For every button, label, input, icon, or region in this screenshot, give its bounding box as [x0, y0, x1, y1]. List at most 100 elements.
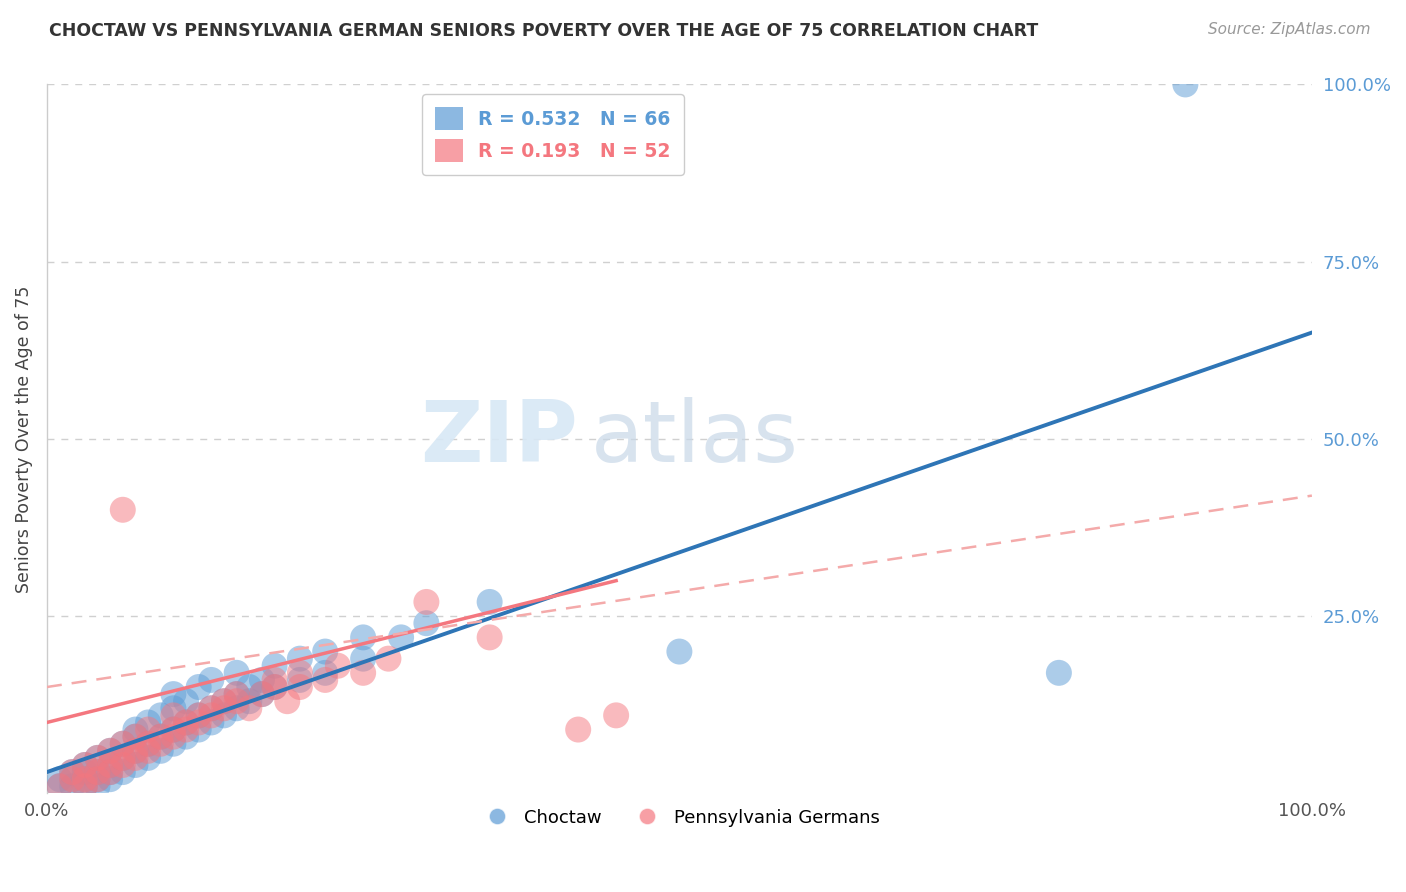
- Point: [187, 723, 209, 737]
- Point: [86, 772, 108, 787]
- Point: [48, 779, 70, 793]
- Point: [162, 737, 184, 751]
- Point: [668, 644, 690, 658]
- Point: [98, 765, 121, 780]
- Point: [60, 765, 83, 780]
- Point: [98, 744, 121, 758]
- Point: [162, 687, 184, 701]
- Point: [149, 737, 172, 751]
- Point: [98, 744, 121, 758]
- Point: [238, 694, 260, 708]
- Point: [389, 631, 412, 645]
- Point: [352, 651, 374, 665]
- Point: [111, 737, 134, 751]
- Point: [111, 751, 134, 765]
- Point: [149, 744, 172, 758]
- Point: [73, 758, 96, 772]
- Point: [225, 701, 247, 715]
- Point: [225, 694, 247, 708]
- Point: [605, 708, 627, 723]
- Point: [60, 772, 83, 787]
- Point: [111, 758, 134, 772]
- Text: CHOCTAW VS PENNSYLVANIA GERMAN SENIORS POVERTY OVER THE AGE OF 75 CORRELATION CH: CHOCTAW VS PENNSYLVANIA GERMAN SENIORS P…: [49, 22, 1039, 40]
- Point: [86, 765, 108, 780]
- Point: [263, 680, 285, 694]
- Point: [263, 658, 285, 673]
- Point: [187, 708, 209, 723]
- Point: [200, 708, 222, 723]
- Point: [86, 751, 108, 765]
- Point: [263, 673, 285, 687]
- Point: [326, 658, 349, 673]
- Point: [314, 665, 336, 680]
- Point: [162, 730, 184, 744]
- Point: [288, 673, 311, 687]
- Point: [48, 772, 70, 787]
- Point: [288, 651, 311, 665]
- Text: Source: ZipAtlas.com: Source: ZipAtlas.com: [1208, 22, 1371, 37]
- Point: [200, 715, 222, 730]
- Point: [73, 779, 96, 793]
- Point: [250, 673, 273, 687]
- Point: [187, 680, 209, 694]
- Point: [48, 779, 70, 793]
- Point: [478, 595, 501, 609]
- Point: [212, 694, 235, 708]
- Legend: Choctaw, Pennsylvania Germans: Choctaw, Pennsylvania Germans: [472, 802, 887, 834]
- Point: [136, 737, 159, 751]
- Point: [212, 694, 235, 708]
- Point: [162, 701, 184, 715]
- Point: [149, 730, 172, 744]
- Point: [352, 665, 374, 680]
- Point: [136, 751, 159, 765]
- Point: [136, 723, 159, 737]
- Point: [111, 503, 134, 517]
- Point: [162, 723, 184, 737]
- Point: [314, 673, 336, 687]
- Point: [60, 765, 83, 780]
- Point: [136, 715, 159, 730]
- Point: [1174, 78, 1197, 92]
- Point: [98, 772, 121, 787]
- Point: [288, 680, 311, 694]
- Y-axis label: Seniors Poverty Over the Age of 75: Seniors Poverty Over the Age of 75: [15, 285, 32, 592]
- Point: [86, 765, 108, 780]
- Point: [162, 723, 184, 737]
- Point: [98, 758, 121, 772]
- Point: [111, 737, 134, 751]
- Point: [111, 765, 134, 780]
- Point: [174, 715, 197, 730]
- Point: [200, 701, 222, 715]
- Point: [212, 701, 235, 715]
- Point: [149, 730, 172, 744]
- Point: [73, 765, 96, 780]
- Point: [250, 687, 273, 701]
- Point: [86, 779, 108, 793]
- Point: [174, 723, 197, 737]
- Point: [124, 744, 146, 758]
- Point: [174, 715, 197, 730]
- Point: [86, 751, 108, 765]
- Text: ZIP: ZIP: [420, 398, 578, 481]
- Point: [212, 708, 235, 723]
- Point: [377, 651, 399, 665]
- Point: [478, 631, 501, 645]
- Point: [263, 680, 285, 694]
- Point: [136, 737, 159, 751]
- Point: [174, 730, 197, 744]
- Point: [98, 758, 121, 772]
- Point: [200, 673, 222, 687]
- Point: [238, 701, 260, 715]
- Point: [314, 644, 336, 658]
- Point: [124, 751, 146, 765]
- Point: [415, 595, 437, 609]
- Point: [352, 631, 374, 645]
- Point: [73, 758, 96, 772]
- Point: [567, 723, 589, 737]
- Point: [200, 701, 222, 715]
- Point: [124, 723, 146, 737]
- Point: [187, 715, 209, 730]
- Point: [124, 744, 146, 758]
- Point: [124, 730, 146, 744]
- Point: [174, 694, 197, 708]
